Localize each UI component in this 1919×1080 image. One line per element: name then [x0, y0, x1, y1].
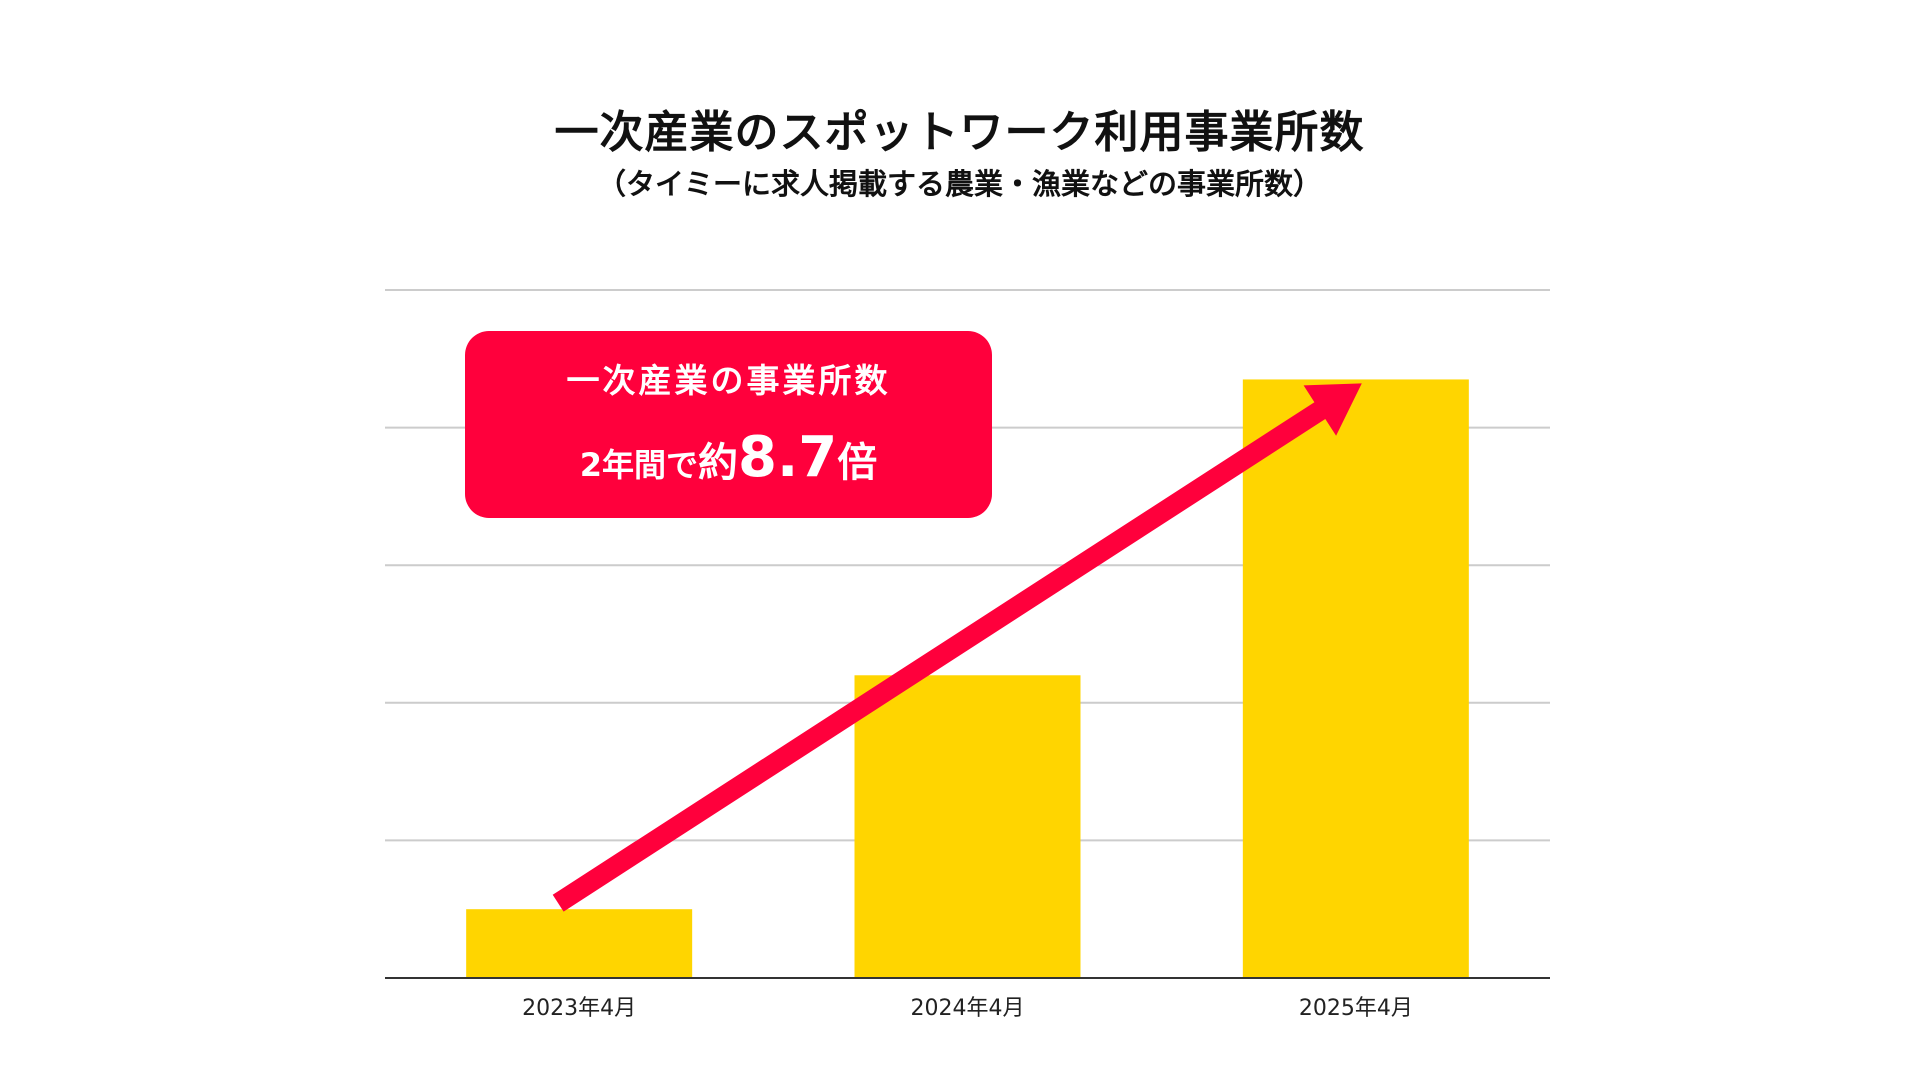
bar [1242, 379, 1469, 978]
callout-about: 約 [698, 440, 739, 486]
chart-title: 一次産業のスポットワーク利用事業所数 [554, 107, 1365, 158]
x-tick-label: 2025年4月 [1299, 996, 1413, 1021]
growth-callout: 一次産業の事業所数 2年間で約8.7倍 [465, 331, 992, 518]
callout-times: 倍 [837, 440, 878, 486]
callout-heading: 一次産業の事業所数 [566, 361, 891, 400]
bar [854, 675, 1081, 978]
bar [466, 909, 693, 978]
chart-subtitle: （タイミーに求人掲載する農業・漁業などの事業所数） [596, 167, 1322, 201]
callout-period: 2年間で [579, 446, 699, 484]
callout-growth-text: 2年間で約8.7倍 [465, 426, 992, 503]
x-tick-label: 2024年4月 [911, 996, 1025, 1021]
x-tick-label: 2023年4月 [522, 996, 636, 1021]
growth-arrow [552, 383, 1362, 912]
callout-multiplier: 8.7 [738, 425, 838, 490]
